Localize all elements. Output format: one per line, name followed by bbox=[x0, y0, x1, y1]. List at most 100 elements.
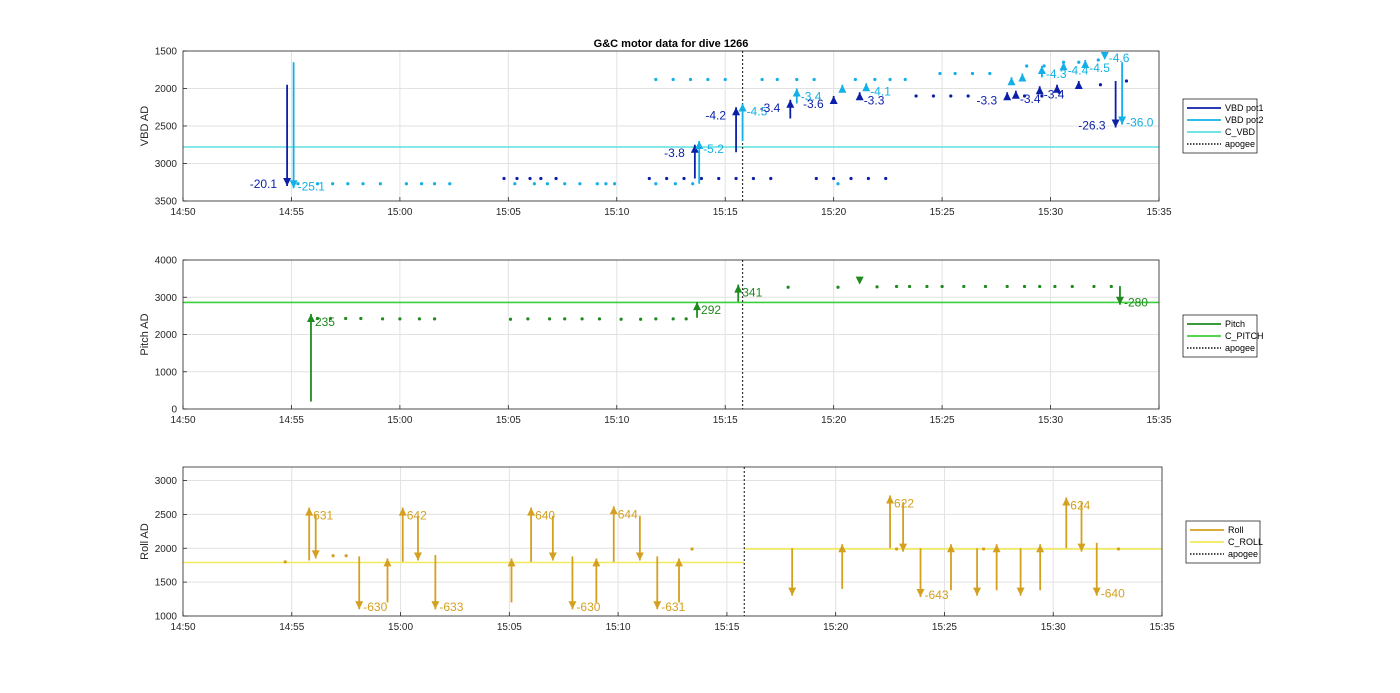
motor-arrow: -4.5 bbox=[738, 103, 768, 141]
motor-arrow: 292 bbox=[693, 302, 721, 318]
data-point bbox=[654, 182, 658, 186]
motor-arrow: -3.8 bbox=[664, 144, 699, 179]
arrow-head bbox=[507, 558, 516, 567]
x-tick-label: 15:25 bbox=[930, 415, 955, 426]
data-point bbox=[688, 77, 693, 82]
arrow-head bbox=[1053, 84, 1062, 93]
data-point bbox=[723, 77, 727, 82]
data-point bbox=[1005, 284, 1009, 289]
motor-arrow bbox=[548, 515, 557, 561]
arrow-head bbox=[992, 544, 1001, 553]
data-point bbox=[836, 285, 840, 289]
arrow-label: -3.8 bbox=[664, 146, 685, 160]
data-point bbox=[832, 176, 836, 181]
arrow-label: -3.4 bbox=[1020, 92, 1041, 106]
data-point bbox=[894, 284, 899, 289]
arrow-head bbox=[899, 543, 908, 552]
data-point bbox=[547, 317, 552, 321]
motor-arrow bbox=[838, 544, 847, 589]
motor-arrow bbox=[311, 514, 320, 559]
arrow-label: -3.3 bbox=[976, 93, 997, 107]
arrow-label: -5.2 bbox=[703, 142, 724, 156]
x-tick-label: 15:00 bbox=[387, 415, 412, 426]
data-point bbox=[532, 182, 536, 186]
data-point bbox=[1096, 58, 1100, 62]
arrow-label: -4.5 bbox=[1089, 61, 1110, 75]
arrow-label: -20.1 bbox=[250, 177, 278, 191]
data-point bbox=[380, 317, 385, 321]
arrow-head bbox=[592, 558, 601, 567]
motor-arrow bbox=[413, 515, 422, 561]
y-tick-label: 2500 bbox=[155, 510, 178, 521]
y-axis-label: VBD AD bbox=[139, 106, 151, 146]
x-tick-label: 15:30 bbox=[1038, 415, 1063, 426]
motor-arrow: -643 bbox=[916, 548, 949, 602]
data-point bbox=[949, 94, 953, 98]
data-point bbox=[1124, 79, 1129, 83]
x-tick-label: 15:05 bbox=[496, 415, 521, 426]
arrow-head bbox=[1111, 119, 1120, 128]
data-point bbox=[914, 94, 918, 98]
arrow-label: 292 bbox=[701, 303, 721, 317]
x-tick-label: 14:55 bbox=[279, 207, 304, 218]
data-point bbox=[717, 176, 721, 181]
motor-arrow bbox=[855, 276, 864, 285]
x-tick-label: 15:35 bbox=[1146, 207, 1171, 218]
data-point bbox=[328, 316, 333, 321]
data-point bbox=[962, 284, 966, 289]
x-tick-label: 15:15 bbox=[714, 622, 739, 633]
data-point bbox=[795, 77, 799, 82]
chart-title: G&C motor data for dive 1266 bbox=[594, 38, 749, 50]
data-point bbox=[866, 176, 870, 181]
arrow-label: 622 bbox=[894, 496, 914, 510]
arrow-head bbox=[289, 180, 298, 189]
x-tick-label: 15:10 bbox=[604, 415, 629, 426]
data-point bbox=[502, 176, 506, 181]
arrow-head bbox=[862, 83, 871, 92]
arrow-label: -3.3 bbox=[864, 93, 885, 107]
data-point bbox=[526, 317, 530, 321]
motor-arrow bbox=[1036, 544, 1045, 591]
legend-label: VBD pot1 bbox=[1225, 103, 1264, 113]
arrow-head bbox=[792, 88, 801, 97]
x-tick-label: 15:00 bbox=[388, 622, 413, 633]
arrow-head bbox=[306, 314, 315, 323]
data-point bbox=[953, 71, 957, 76]
data-point bbox=[983, 284, 988, 289]
arrow-head bbox=[548, 552, 557, 561]
data-point bbox=[940, 284, 944, 289]
data-point bbox=[419, 182, 424, 186]
x-tick-label: 15:15 bbox=[713, 415, 738, 426]
x-tick-label: 14:55 bbox=[279, 622, 304, 633]
data-point bbox=[604, 182, 608, 186]
arrow-head bbox=[1062, 497, 1071, 506]
arrow-label: -640 bbox=[1101, 587, 1125, 601]
x-tick-label: 15:25 bbox=[932, 622, 957, 633]
x-tick-label: 14:50 bbox=[170, 207, 195, 218]
motor-arrow: -630 bbox=[568, 556, 601, 614]
data-point bbox=[836, 182, 840, 186]
data-point bbox=[894, 547, 899, 551]
data-point bbox=[404, 182, 408, 186]
arrow-head bbox=[675, 558, 684, 567]
arrow-head bbox=[738, 103, 747, 112]
series-roll bbox=[283, 547, 1121, 564]
data-point bbox=[508, 317, 513, 321]
arrow-label: -633 bbox=[439, 600, 463, 614]
legend-label: C_PITCH bbox=[1225, 331, 1264, 341]
data-point bbox=[563, 317, 567, 321]
data-point bbox=[966, 94, 970, 98]
data-point bbox=[647, 176, 651, 181]
data-point bbox=[448, 182, 452, 186]
motor-arrow bbox=[946, 544, 955, 591]
arrow-label: -36.0 bbox=[1126, 116, 1154, 130]
arrow-head bbox=[829, 96, 838, 104]
arrow-head bbox=[855, 276, 864, 285]
legend-label: C_VBD bbox=[1225, 127, 1256, 137]
data-point bbox=[875, 285, 879, 289]
arrow-head bbox=[1035, 86, 1044, 95]
y-axis-label: Pitch AD bbox=[139, 313, 151, 355]
